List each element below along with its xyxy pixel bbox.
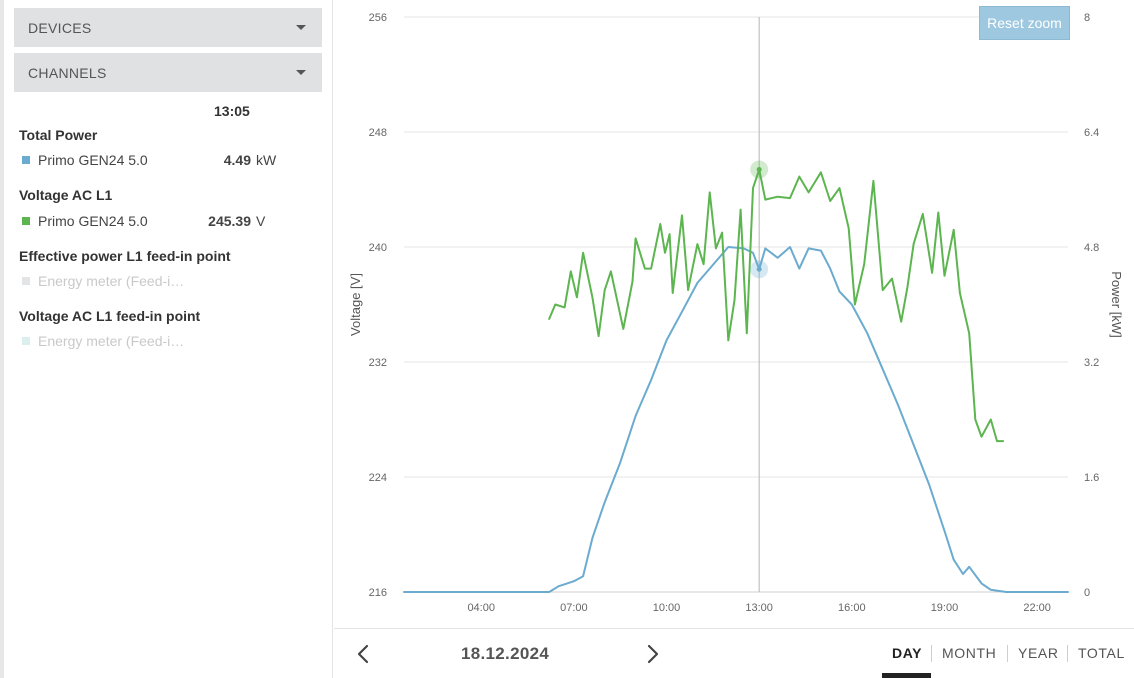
reset-zoom-button[interactable]: Reset zoom (979, 6, 1070, 40)
chevron-right-icon[interactable] (640, 642, 664, 666)
device-name: Primo GEN24 5.0 (38, 213, 148, 229)
y-right-tick-label: 6.4 (1084, 127, 1099, 139)
x-tick-label: 10:00 (653, 602, 681, 614)
channels-dropdown-label: CHANNELS (28, 65, 107, 81)
x-tick-label: 22:00 (1023, 602, 1051, 614)
selected-date[interactable]: 18.12.2024 (461, 644, 550, 663)
tab-month[interactable]: MONTH (942, 645, 997, 661)
device-name: Primo GEN24 5.0 (38, 152, 148, 168)
y-left-tick-label: 248 (369, 127, 387, 139)
device-name: Energy meter (Feed-i… (38, 333, 185, 349)
devices-dropdown-label: DEVICES (28, 20, 92, 36)
y-left-tick-label: 256 (369, 12, 387, 24)
series-color-swatch (22, 277, 30, 285)
y-right-tick-label: 8 (1084, 12, 1090, 24)
devices-dropdown[interactable]: DEVICES (14, 8, 322, 47)
y-left-tick-label: 216 (369, 587, 387, 599)
legend-row-voltage-feed-in[interactable]: Energy meter (Feed-i… (19, 333, 319, 351)
series-unit: V (256, 213, 266, 229)
y-left-tick-label: 224 (369, 472, 387, 484)
y-left-tick-label: 232 (369, 357, 387, 369)
chevron-down-icon (296, 25, 306, 30)
date-navigation-bar: 18.12.2024 DAY MONTH YEAR TOTAL (334, 628, 1134, 678)
series-value: 4.49 (223, 152, 251, 168)
tab-total[interactable]: TOTAL (1078, 645, 1125, 661)
chart-area[interactable]: 216 0 224 1.6 232 3.2 240 4.8 248 6.4 256 8 04:00 07:… (334, 0, 1134, 628)
y-right-tick-label: 4.8 (1084, 242, 1099, 254)
line-chart[interactable]: 216 0 224 1.6 232 3.2 240 4.8 248 6.4 256 8 04:00 07:… (334, 0, 1134, 628)
group-title-effective-power-feed-in: Effective power L1 feed-in point (19, 248, 231, 264)
x-tick-label: 16:00 (838, 602, 866, 614)
hover-marker-point (756, 266, 762, 272)
y-right-axis-title: Power [kW] (1109, 271, 1124, 337)
series-color-swatch (22, 217, 30, 225)
series-line-voltage-ac-l1 (548, 168, 1005, 443)
divider (1067, 645, 1068, 662)
chevron-left-icon[interactable] (352, 642, 376, 666)
series-line-total-power (403, 246, 1069, 593)
cursor-time: 13:05 (214, 103, 250, 119)
tab-day[interactable]: DAY (892, 645, 923, 661)
y-left-tick-label: 240 (369, 242, 387, 254)
hover-marker-point (756, 167, 762, 173)
group-title-voltage-ac-l1: Voltage AC L1 (19, 187, 113, 203)
series-color-swatch (22, 156, 30, 164)
group-title-total-power: Total Power (19, 127, 98, 143)
channels-panel: DEVICES CHANNELS 13:05 Total Power Primo… (0, 0, 333, 678)
y-right-tick-label: 1.6 (1084, 472, 1099, 484)
series-value: 245.39 (208, 213, 251, 229)
legend-row-effective-power-feed-in[interactable]: Energy meter (Feed-i… (19, 273, 319, 291)
legend-row-total-power[interactable]: Primo GEN24 5.0 4.49 kW (19, 152, 319, 170)
x-tick-label: 04:00 (467, 602, 495, 614)
series-color-swatch (22, 337, 30, 345)
active-tab-indicator (882, 673, 931, 678)
x-tick-label: 19:00 (931, 602, 959, 614)
divider (931, 645, 932, 662)
divider (1007, 645, 1008, 662)
x-tick-label: 13:00 (745, 602, 773, 614)
y-right-tick-label: 0 (1084, 587, 1090, 599)
y-left-axis-title: Voltage [V] (348, 273, 363, 336)
channels-dropdown[interactable]: CHANNELS (14, 53, 322, 92)
legend-row-voltage-ac-l1[interactable]: Primo GEN24 5.0 245.39 V (19, 213, 319, 231)
tab-year[interactable]: YEAR (1018, 645, 1059, 661)
group-title-voltage-feed-in: Voltage AC L1 feed-in point (19, 308, 201, 324)
device-name: Energy meter (Feed-i… (38, 273, 185, 289)
chevron-down-icon (296, 70, 306, 75)
x-tick-label: 07:00 (560, 602, 588, 614)
series-unit: kW (256, 152, 277, 168)
y-right-tick-label: 3.2 (1084, 357, 1099, 369)
